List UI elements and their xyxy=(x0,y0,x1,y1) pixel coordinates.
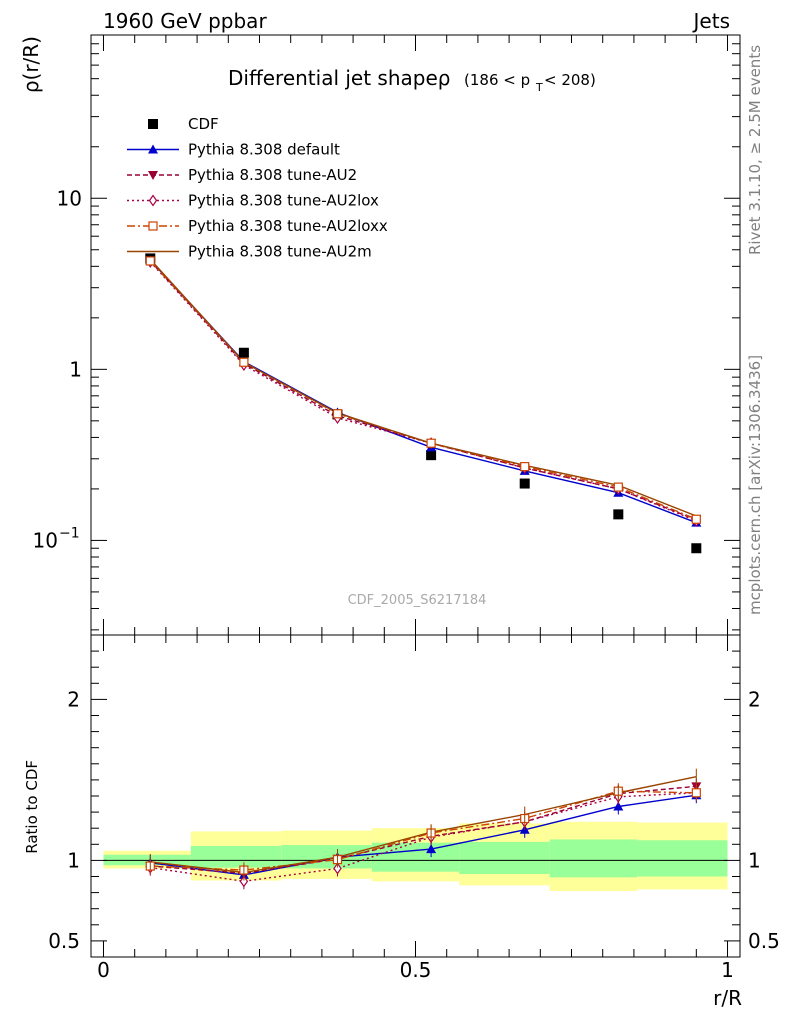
data-point-0-1 xyxy=(238,347,249,358)
title-range-sub: T xyxy=(535,81,543,94)
data-point-4-3 xyxy=(426,438,436,448)
ratio-y-tick-label-left: 2 xyxy=(67,687,80,711)
legend-label-3: Pythia 8.308 tune-AU2lox xyxy=(188,192,379,210)
rivet-label: Rivet 3.1.10, ≥ 2.5M events xyxy=(746,45,764,255)
series-line-5 xyxy=(149,258,697,517)
bottom-panel: 0 0.5 1 2 2 1 1 0.5 0.5 xyxy=(48,634,780,982)
ratio-point-0-3 xyxy=(426,844,437,854)
y-tick-label: 10 xyxy=(57,186,82,210)
legend-marker-2 xyxy=(148,171,158,180)
legend-label-2: Pythia 8.308 tune-AU2 xyxy=(188,166,357,184)
source-label: mcplots.cern.ch [arXiv:1306.3436] xyxy=(746,355,764,615)
series-line-2 xyxy=(149,260,697,521)
ratio-point-3-6 xyxy=(691,788,701,798)
y-tick-label: 10 xyxy=(33,528,58,552)
ratio-point-0-5 xyxy=(613,801,624,811)
top-panel: Differential jet shapeρ (186 < p T < 208… xyxy=(33,34,741,636)
analysis-watermark: CDF_2005_S6217184 xyxy=(348,593,487,608)
ratio-point-2-1 xyxy=(239,875,249,888)
series-line-3 xyxy=(149,261,697,522)
legend: CDF Pythia 8.308 default Pythia 8.308 tune… xyxy=(127,115,388,261)
xlabel: r/R xyxy=(713,986,742,1010)
ratio-y-tick-label-right: 0.5 xyxy=(748,929,780,953)
ratio-series-markers xyxy=(145,768,702,890)
ratio-point-2-2 xyxy=(333,862,342,875)
legend-marker-0 xyxy=(148,119,158,129)
top-series-markers xyxy=(145,253,702,554)
legend-label-1: Pythia 8.308 default xyxy=(188,141,340,159)
data-point-4-4 xyxy=(520,462,530,472)
data-point-4-1 xyxy=(239,357,249,367)
data-point-0-4 xyxy=(519,478,530,489)
x-tick-label: 0 xyxy=(97,958,110,982)
ratio-y-tick-label-left: 0.5 xyxy=(48,929,80,953)
top-ylabel: ρ(r/R) xyxy=(19,36,43,93)
legend-label-4: Pythia 8.308 tune-AU2loxx xyxy=(188,217,388,235)
data-point-0-5 xyxy=(613,509,624,520)
data-point-0-6 xyxy=(691,543,702,554)
ratio-y-tick-label-left: 1 xyxy=(67,848,80,872)
legend-marker-3 xyxy=(148,194,158,207)
x-tick-label: 0.5 xyxy=(400,958,432,982)
inner-band-1 xyxy=(190,845,282,868)
header-left: 1960 GeV ppbar xyxy=(103,9,267,33)
inner-band-4 xyxy=(459,841,550,875)
legend-label-5: Pythia 8.308 tune-AU2m xyxy=(188,243,372,261)
ratio-y-tick-label-right: 2 xyxy=(748,687,761,711)
series-line-4 xyxy=(149,260,697,520)
data-point-4-6 xyxy=(691,514,701,524)
inner-band-3 xyxy=(371,842,460,872)
bottom-frame xyxy=(90,634,741,958)
inner-band-5 xyxy=(549,839,638,878)
legend-marker-1 xyxy=(148,144,158,154)
x-tick-label: 1 xyxy=(721,958,734,982)
inner-band-6 xyxy=(637,840,728,877)
data-point-4-5 xyxy=(613,482,623,492)
ratio-y-tick-label-right: 1 xyxy=(748,848,761,872)
data-point-4-2 xyxy=(332,409,343,419)
y-tick-label-exponent: −1 xyxy=(59,525,80,541)
chart-title: Differential jet shapeρ xyxy=(228,66,450,90)
legend-label-0: CDF xyxy=(188,115,219,133)
header-right: Jets xyxy=(692,9,730,33)
y-tick-label: 1 xyxy=(69,357,82,381)
legend-marker-4 xyxy=(148,221,158,231)
data-point-4-0 xyxy=(145,256,155,266)
bottom-axis-ticks: 0 0.5 1 2 2 1 1 0.5 0.5 xyxy=(48,635,780,982)
title-range-post: < 208) xyxy=(544,71,596,89)
bottom-ylabel: Ratio to CDF xyxy=(23,760,41,854)
title-range-pre: (186 < p xyxy=(464,71,530,89)
uncertainty-bands xyxy=(103,821,728,891)
data-point-0-3 xyxy=(426,450,437,461)
